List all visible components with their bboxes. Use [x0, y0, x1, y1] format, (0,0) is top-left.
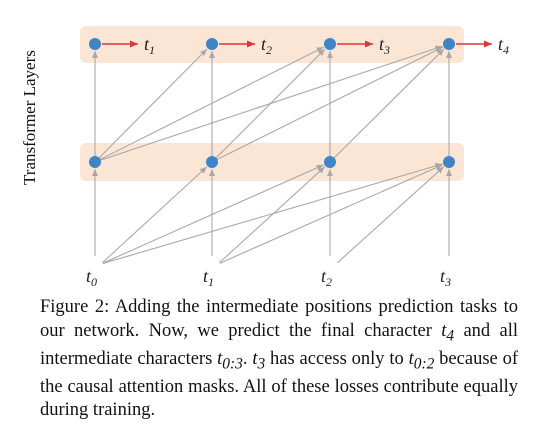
- attention-edge-input-1-to-layer1-2: [219, 166, 326, 264]
- transformer-diagram: t1 t2 t3 t4 t0 t1 t2 t3: [80, 26, 509, 289]
- caption-text-3: .: [242, 348, 253, 369]
- attention-edge-layer1-0-to-layer2-2: [96, 46, 324, 162]
- layer-band-top: [80, 26, 464, 63]
- layer1-node-3: [443, 156, 455, 168]
- layer2-node-1: [206, 38, 218, 50]
- y-axis-label: Transformer Layers: [20, 50, 39, 185]
- caption-label: Figure 2:: [40, 297, 110, 317]
- attention-edge-layer1-2-to-layer2-3: [331, 48, 445, 161]
- caption-text-4: has access only to: [265, 348, 409, 369]
- layer1-node-2: [324, 156, 336, 168]
- input-token-label-1: t1: [203, 266, 214, 289]
- attention-edge-input-0-to-layer1-3: [102, 163, 443, 264]
- caption-math-t3: t3: [252, 348, 266, 373]
- caption-text-5: because of the causal attention masks. A…: [40, 348, 518, 421]
- output-token-label-3: t4: [498, 34, 509, 57]
- output-token-label-2: t3: [379, 34, 390, 57]
- output-token-label-0: t1: [144, 34, 155, 57]
- figure-diagram: t1 t2 t3 t4 t0 t1 t2 t3: [80, 26, 509, 289]
- caption-math-t4: t4: [441, 320, 455, 345]
- attention-edge-layer1-0-to-layer2-3: [96, 45, 443, 162]
- layer1-node-0: [89, 156, 101, 168]
- layer2-node-3: [443, 38, 455, 50]
- caption-text-2: and all intermediate characters: [40, 320, 518, 369]
- caption-text-1: Adding the intermediate positions predic…: [40, 297, 518, 341]
- input-token-label-0: t0: [86, 266, 97, 289]
- input-token-label-3: t3: [440, 266, 451, 289]
- output-token-label-1: t2: [261, 34, 272, 57]
- caption-math-t03: t0:3: [217, 348, 243, 373]
- layer-band-bottom: [80, 143, 464, 181]
- attention-edge-layer1-1-to-layer2-3: [213, 46, 443, 162]
- attention-edge-input-0-to-layer1-1: [102, 166, 208, 264]
- figure-caption: Figure 2: Adding the intermediate positi…: [40, 296, 518, 423]
- layer2-node-0: [89, 38, 101, 50]
- attention-edge-input-0-to-layer1-2: [102, 164, 324, 264]
- layer1-node-1: [206, 156, 218, 168]
- layer2-node-2: [324, 38, 336, 50]
- attention-edge-layer1-0-to-layer2-1: [96, 48, 208, 161]
- attention-edge-layer1-1-to-layer2-2: [213, 48, 326, 161]
- attention-edge-input-1-to-layer1-3: [219, 164, 443, 264]
- attention-edge-input-2-to-layer1-3: [337, 166, 445, 264]
- input-token-label-2: t2: [321, 266, 332, 289]
- caption-math-t02: t0:2: [408, 348, 435, 373]
